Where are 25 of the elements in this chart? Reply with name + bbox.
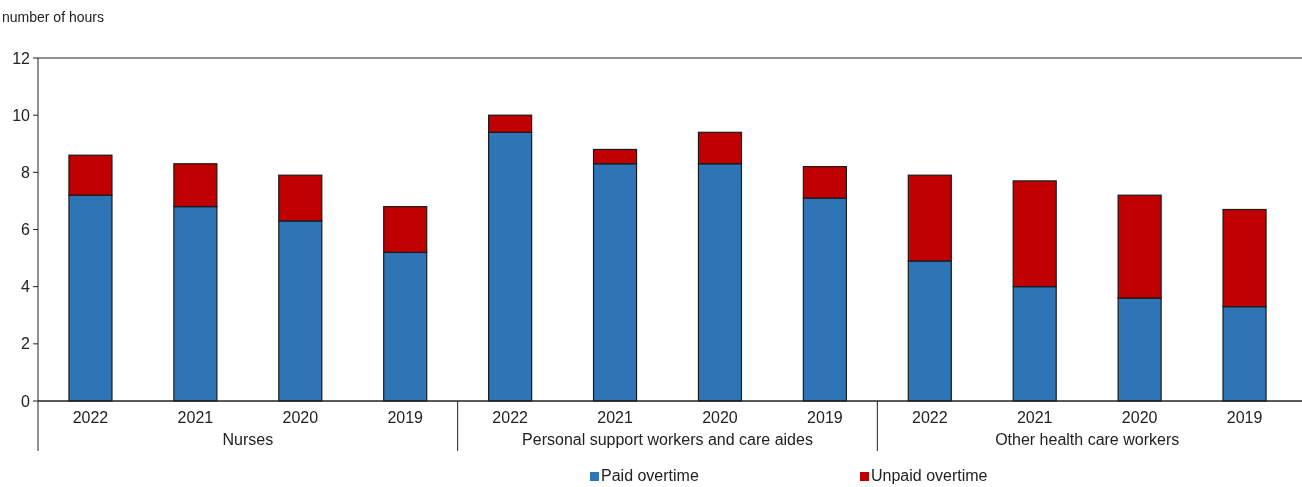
- x-tick-label: 2020: [1121, 409, 1158, 426]
- x-tick-label: 2021: [177, 409, 214, 426]
- y-tick-label: 2: [21, 335, 31, 353]
- x-tick-label: 2020: [702, 409, 738, 426]
- y-tick-label: 12: [12, 49, 31, 67]
- x-tick-label: 2019: [1226, 409, 1263, 426]
- legend-label: Paid overtime: [601, 467, 699, 484]
- x-tick-label: 2021: [597, 409, 633, 426]
- x-tick-label: 2022: [911, 409, 948, 426]
- y-tick-label: 4: [21, 278, 31, 296]
- text: Nurses: [222, 431, 274, 448]
- x-tick-label: 2019: [387, 409, 424, 426]
- x-tick-label: 2021: [1016, 409, 1053, 426]
- y-axis-title: number of hours: [2, 9, 104, 25]
- y-tick-label: 6: [21, 221, 31, 239]
- x-tick-label: 2022: [72, 409, 109, 426]
- y-tick-label: 8: [21, 163, 31, 181]
- x-tick-label: 2020: [282, 409, 319, 426]
- x-tick-label: 2019: [807, 409, 843, 426]
- y-tick-label: 0: [21, 392, 31, 410]
- text: Personal support workers and care aides: [522, 431, 813, 448]
- text: Other health care workers: [995, 431, 1180, 448]
- legend-label: Unpaid overtime: [871, 467, 988, 484]
- y-tick-label: 10: [12, 106, 31, 124]
- x-tick-label: 2022: [492, 409, 529, 426]
